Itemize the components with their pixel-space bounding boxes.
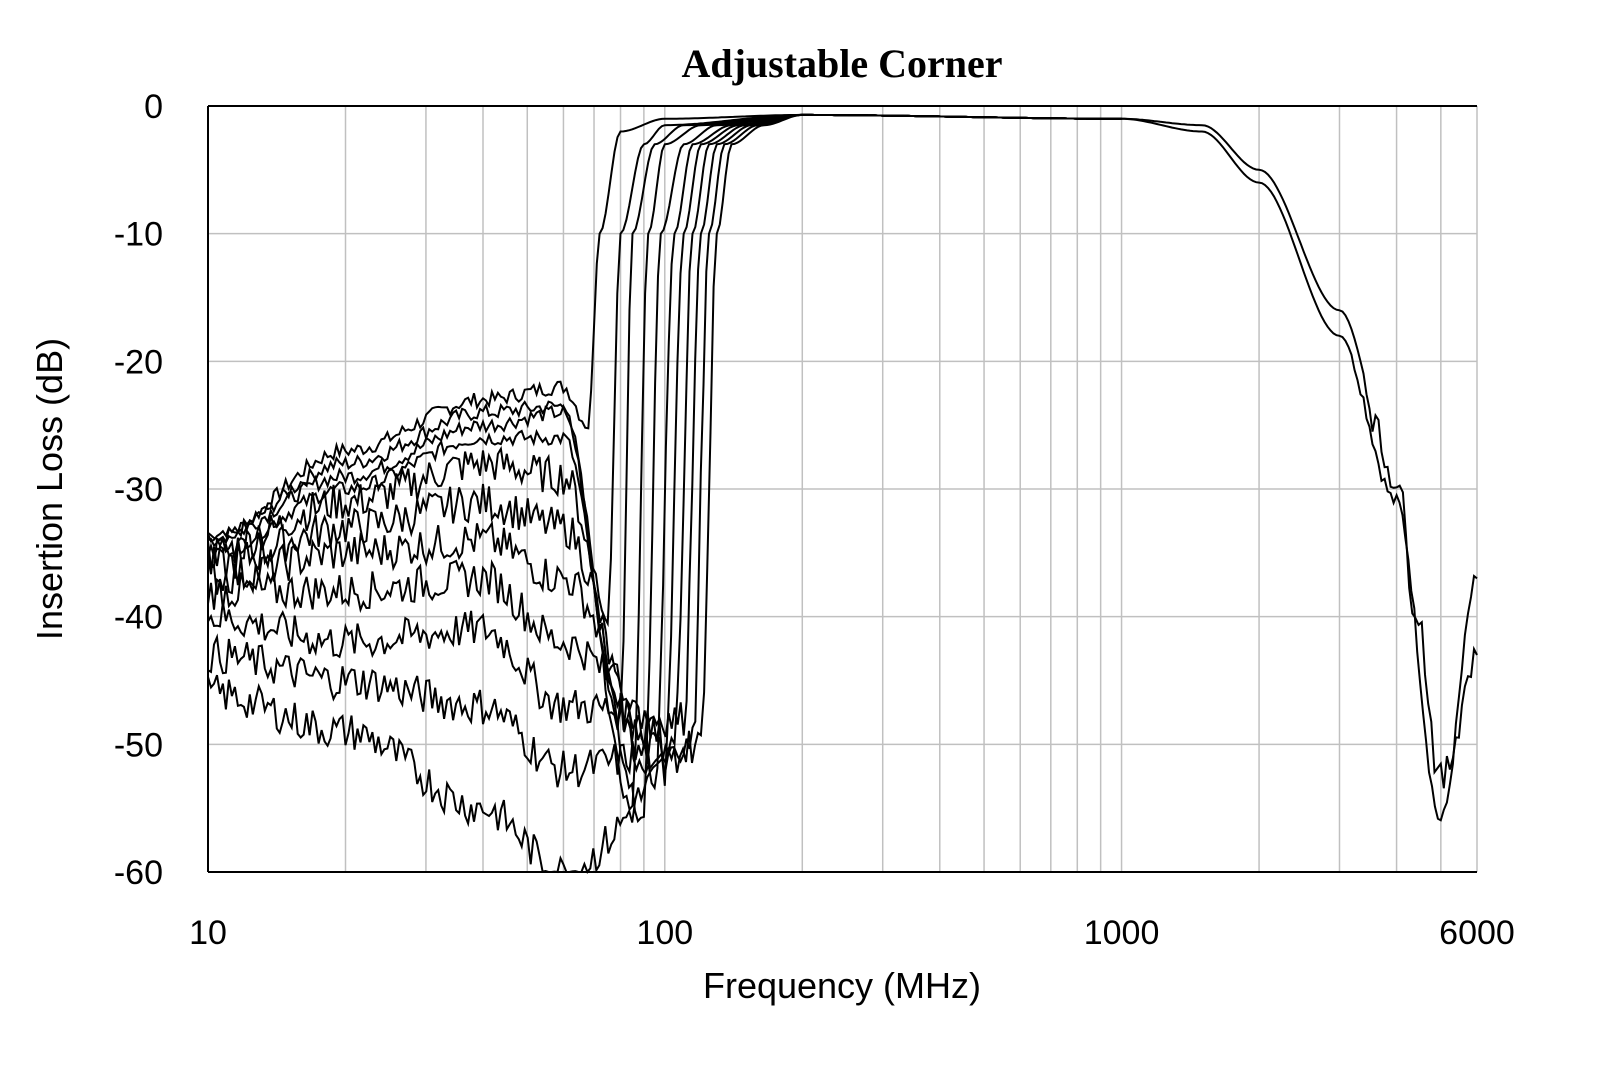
y-tick-label: -50 [114,726,163,764]
y-tick-label: -30 [114,471,163,509]
y-tick-label: -40 [114,599,163,637]
y-tick-label: -60 [114,854,163,892]
x-tick-label: 6000 [1439,914,1515,952]
y-axis-ticks: 0 -10 -20 -30 -40 -50 -60 [114,88,163,892]
y-tick-label: 0 [144,88,163,126]
chart-title: Adjustable Corner [681,41,1003,86]
x-tick-label: 100 [636,914,693,952]
series-line [207,113,1478,875]
y-axis-label: Insertion Loss (dB) [29,338,70,640]
data-curves [207,113,1478,875]
gridlines [208,106,1478,872]
x-axis-label: Frequency (MHz) [703,965,981,1006]
series-line [207,113,1478,822]
x-tick-label: 10 [189,914,227,952]
y-tick-label: -20 [114,343,163,381]
x-tick-label: 1000 [1084,914,1160,952]
y-tick-label: -10 [114,216,163,254]
x-axis-ticks: 10 100 1000 6000 [189,914,1515,952]
